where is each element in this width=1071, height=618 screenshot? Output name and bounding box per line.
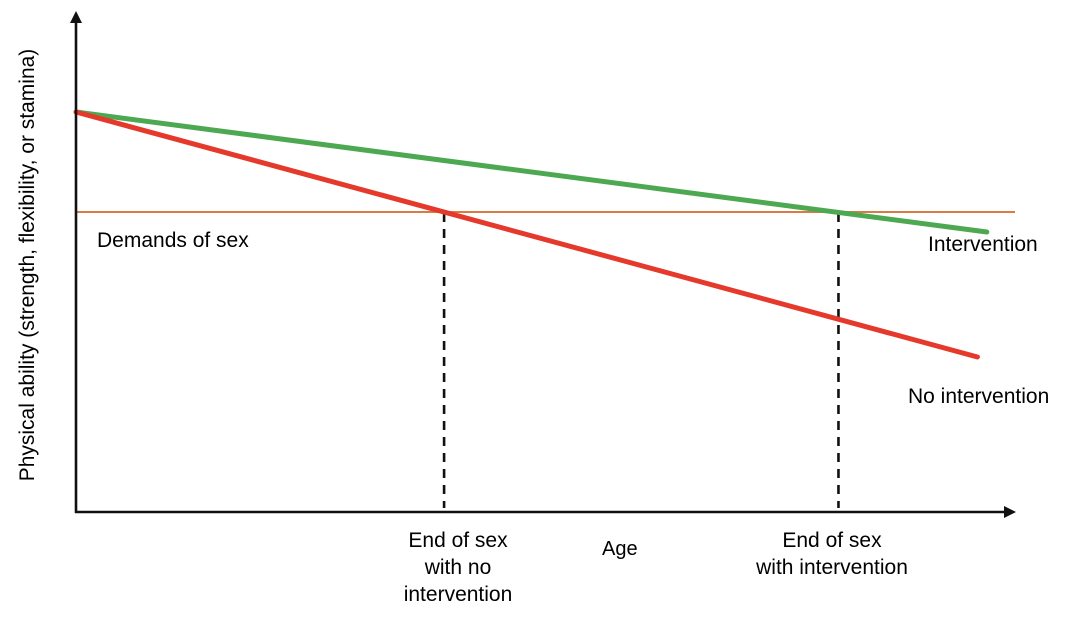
x-axis-label: Age [602,538,638,560]
series-line-no-intervention [73,109,980,360]
y-axis-label: Physical ability (strength, flexibility,… [16,48,39,482]
series-label-no-intervention: No intervention [908,385,1050,408]
threshold-label: Demands of sex [97,229,249,252]
series-line-intervention [73,109,990,235]
series-label-intervention: Intervention [928,233,1038,256]
x-axis-arrow [1004,506,1016,518]
marker-label-end-no-intervention: End of sex with no intervention [403,529,513,606]
y-axis-arrow [70,11,82,23]
marker-label-end-intervention: End of sex with intervention [756,529,908,579]
